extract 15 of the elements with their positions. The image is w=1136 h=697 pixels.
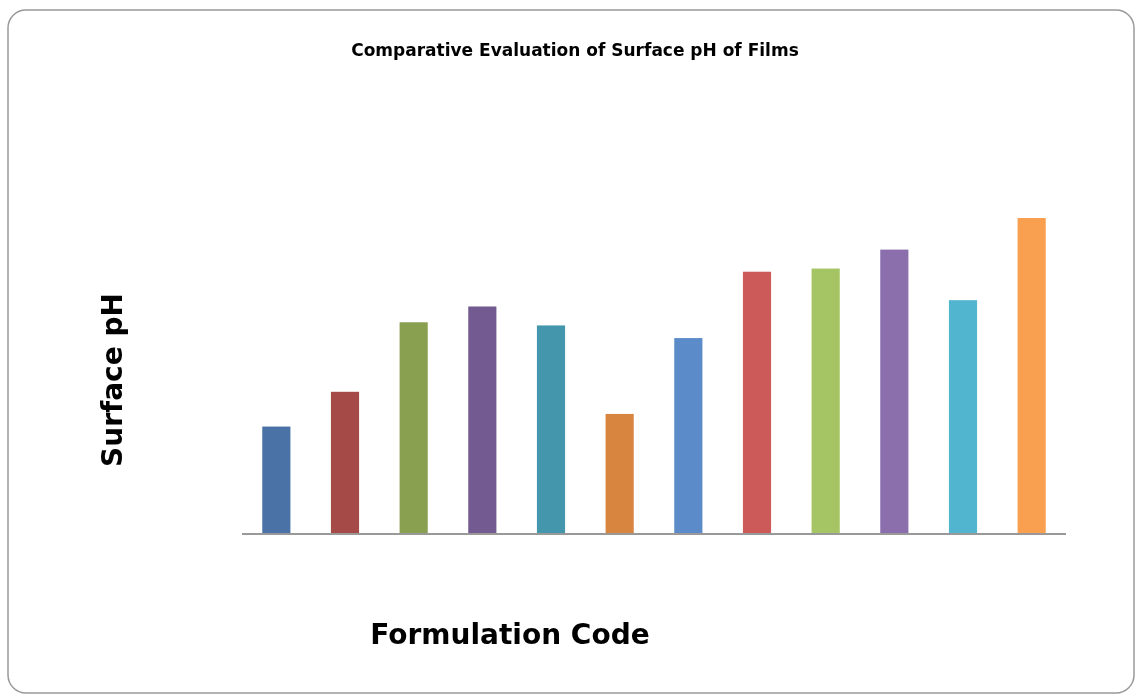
bar	[1017, 218, 1046, 534]
bar	[880, 249, 909, 534]
bar	[742, 271, 772, 534]
bar	[399, 322, 428, 534]
chart-title: Comparative Evaluation of Surface pH of Films	[351, 40, 799, 60]
bar	[468, 306, 497, 534]
bar	[536, 325, 566, 534]
x-axis-title: Formulation Code	[370, 618, 650, 651]
bar	[948, 300, 978, 534]
bar	[330, 391, 360, 534]
bar	[262, 426, 291, 534]
y-axis-title: Surface pH	[96, 293, 129, 467]
bar	[605, 413, 634, 534]
bar	[674, 338, 703, 534]
bar	[811, 268, 840, 534]
